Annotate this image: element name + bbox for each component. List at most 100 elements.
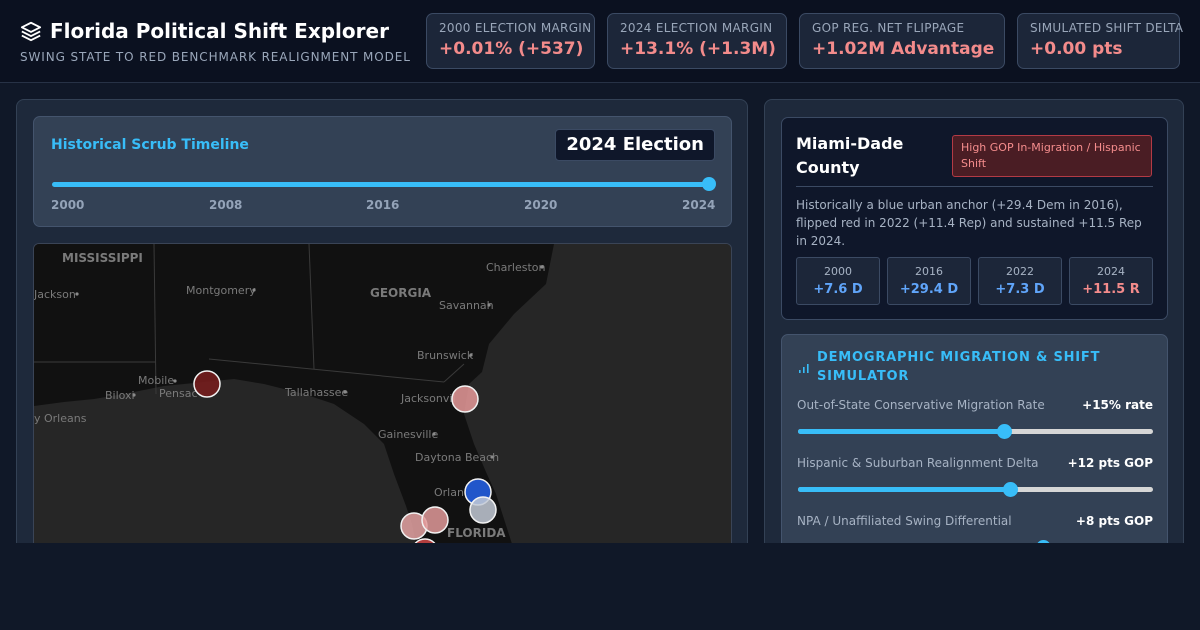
sim-value-migration: +15% rate <box>1082 398 1153 412</box>
map-label-mississippi: MISSISSIPPI <box>62 251 143 265</box>
stat-label: 2024 ELECTION MARGIN <box>620 21 773 35</box>
stat-gop-flippage: GOP REG. NET FLIPPAGE +1.02M Advantage <box>799 13 1005 69</box>
florida-map[interactable]: MISSISSIPPI Jackson Montgomery GEORGIA C… <box>33 243 732 558</box>
city-dot <box>252 288 256 292</box>
state-border <box>308 244 315 370</box>
sim-label-migration: Out-of-State Conservative Migration Rate <box>797 398 1045 412</box>
county-detail-card: Miami-Dade County High GOP In-Migration … <box>781 117 1168 320</box>
city-dot <box>490 455 494 459</box>
city-dot <box>540 265 544 269</box>
city-dot <box>487 303 491 307</box>
stat-label: SIMULATED SHIFT DELTA <box>1030 21 1184 35</box>
timeline-tick[interactable]: 2000 <box>51 198 85 212</box>
history-value: +29.4 D <box>899 282 959 297</box>
app-title-text: Florida Political Shift Explorer <box>50 19 389 43</box>
map-label-orlando: Orlan <box>434 486 464 499</box>
slider-fill <box>798 429 1004 434</box>
land-area <box>34 244 554 558</box>
simulator-card: DEMOGRAPHIC MIGRATION & SHIFT SIMULATOR … <box>781 334 1168 558</box>
timeline-tick[interactable]: 2024 <box>682 198 716 212</box>
slider-thumb[interactable] <box>997 424 1012 439</box>
stat-value: +1.02M Advantage <box>812 39 995 59</box>
map-label-gainesville: Gainesville <box>378 428 438 441</box>
history-value: +7.6 D <box>813 282 863 297</box>
map-label-jacksonville: Jacksonvil <box>400 392 455 405</box>
county-marker-escambia[interactable] <box>193 370 221 398</box>
city-dot <box>469 353 473 357</box>
county-history-2024: 2024 +11.5 R <box>1069 257 1153 305</box>
slider-thumb[interactable] <box>1003 482 1018 497</box>
app-title: Florida Political Shift Explorer <box>20 19 411 43</box>
timeline-ticks: 2000 2008 2016 2020 2024 <box>51 198 715 214</box>
city-dot <box>432 432 436 436</box>
stat-2024-margin: 2024 ELECTION MARGIN +13.1% (+1.3M) <box>607 13 787 69</box>
history-year: 2024 <box>1097 265 1125 278</box>
county-marker-hillsborough[interactable] <box>421 506 449 534</box>
bar-chart-icon <box>799 364 809 373</box>
divider <box>796 186 1153 187</box>
county-marker-orange[interactable] <box>469 496 497 524</box>
map-label-georgia: GEORGIA <box>370 286 432 300</box>
left-panel: Historical Scrub Timeline 2024 Election … <box>16 99 748 559</box>
county-marker-duval[interactable] <box>451 385 479 413</box>
map-label-orleans: y Orleans <box>34 412 87 425</box>
county-history-2016: 2016 +29.4 D <box>887 257 971 305</box>
city-dot <box>173 379 177 383</box>
city-dot <box>343 390 347 394</box>
county-description: Historically a blue urban anchor (+29.4 … <box>796 198 1142 248</box>
history-year: 2016 <box>915 265 943 278</box>
county-name: Miami-Dade County <box>796 134 904 177</box>
sim-value-hispanic: +12 pts GOP <box>1067 456 1153 470</box>
city-dot <box>132 393 136 397</box>
map-label-tallahassee: Tallahassee <box>284 386 348 399</box>
history-year: 2022 <box>1006 265 1034 278</box>
timeline-tick[interactable]: 2020 <box>524 198 558 212</box>
map-label-charleston: Charleston <box>486 261 546 274</box>
stat-label: GOP REG. NET FLIPPAGE <box>812 21 965 35</box>
state-border <box>208 358 445 383</box>
map-label-montgomery: Montgomery <box>186 284 256 297</box>
stat-label: 2000 ELECTION MARGIN <box>439 21 592 35</box>
simulator-title: DEMOGRAPHIC MIGRATION & SHIFT SIMULATOR <box>817 350 1101 384</box>
timeline-tick[interactable]: 2016 <box>366 198 400 212</box>
state-border <box>443 363 465 383</box>
map-label-florida: FLORIDA <box>447 526 506 540</box>
map-label-mobile: Mobile <box>138 374 174 387</box>
map-label-jackson: Jackson <box>34 288 76 301</box>
county-history-2022: 2022 +7.3 D <box>978 257 1062 305</box>
city-dot <box>75 292 79 296</box>
history-value: +11.5 R <box>1082 282 1140 297</box>
sim-value-npa: +8 pts GOP <box>1075 514 1153 528</box>
map-canvas: MISSISSIPPI Jackson Montgomery GEORGIA C… <box>34 244 731 558</box>
selected-year-badge: 2024 Election <box>555 129 715 161</box>
stat-simulated-delta: SIMULATED SHIFT DELTA +0.00 pts <box>1017 13 1184 69</box>
map-label-biloxi: Biloxi <box>105 389 135 402</box>
timeline-tick[interactable]: 2008 <box>209 198 243 212</box>
slider-hispanic[interactable] <box>798 482 1153 497</box>
stat-value: +13.1% (+1.3M) <box>620 39 776 59</box>
history-value: +7.3 D <box>995 282 1045 297</box>
map-label-daytona: Daytona Beach <box>415 451 499 464</box>
slider-migration[interactable] <box>798 424 1153 439</box>
sim-label-hispanic: Hispanic & Suburban Realignment Delta <box>797 456 1039 470</box>
county-history-2000: 2000 +7.6 D <box>796 257 880 305</box>
timeline-card: Historical Scrub Timeline 2024 Election … <box>33 116 732 227</box>
layers-icon <box>20 21 42 42</box>
timeline-slider-thumb[interactable] <box>702 177 716 191</box>
stat-value: +0.01% (+537) <box>439 39 584 59</box>
right-panel: Miami-Dade County High GOP In-Migration … <box>764 99 1184 559</box>
stat-2000-margin: 2000 ELECTION MARGIN +0.01% (+537) <box>426 13 595 69</box>
history-year: 2000 <box>824 265 852 278</box>
slider-fill <box>798 487 1010 492</box>
timeline-slider-track[interactable] <box>52 177 716 191</box>
brand: Florida Political Shift Explorer SWING S… <box>20 19 411 64</box>
app-subtitle: SWING STATE TO RED BENCHMARK REALIGNMENT… <box>20 50 411 64</box>
map-label-brunswick: Brunswick <box>417 349 474 362</box>
stat-value: +0.00 pts <box>1030 39 1123 59</box>
state-border <box>153 244 157 395</box>
map-label-savannah: Savannah <box>439 299 494 312</box>
map-label-pensacola: Pensac <box>159 387 198 400</box>
timeline-title: Historical Scrub Timeline <box>51 137 249 153</box>
header: Florida Political Shift Explorer SWING S… <box>0 0 1200 83</box>
